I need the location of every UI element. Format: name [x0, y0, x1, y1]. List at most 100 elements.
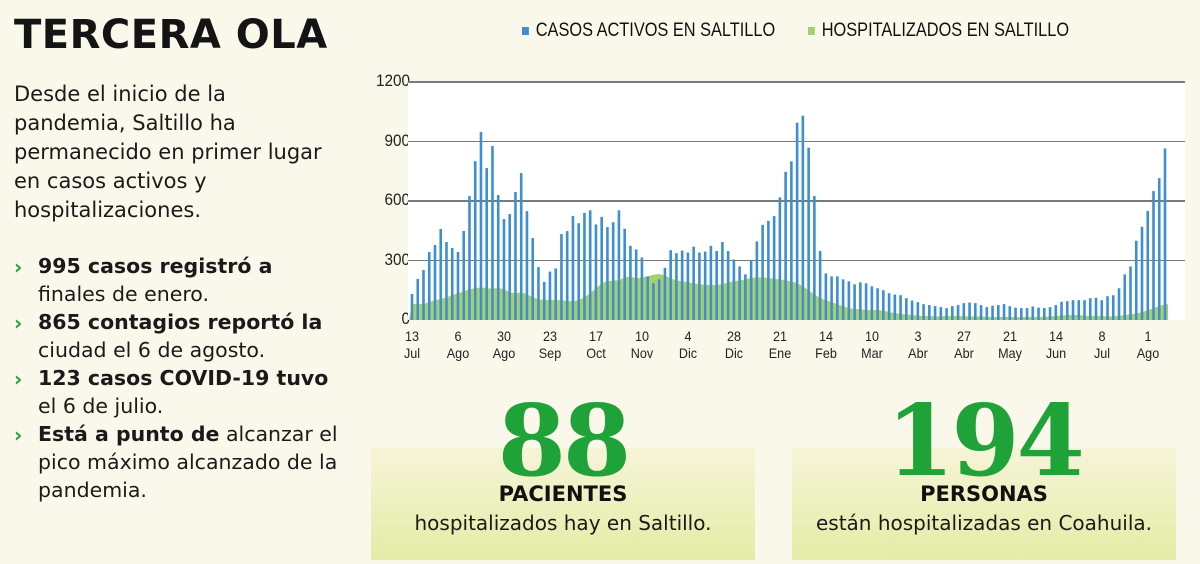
stat-panel-saltillo — [371, 448, 755, 560]
active-cases-bar — [910, 300, 914, 320]
chevron-right-icon: › — [14, 423, 23, 447]
active-cases-bar — [864, 283, 868, 320]
bullet-text: finales de enero. — [38, 282, 210, 306]
active-cases-bar — [600, 216, 603, 320]
x-tick-label: 21 Ene — [768, 328, 792, 361]
active-cases-bar — [502, 219, 506, 320]
active-cases-bar — [1094, 297, 1098, 320]
chevron-right-icon: › — [14, 367, 23, 391]
active-cases-bar — [721, 242, 724, 320]
active-cases-bar — [427, 251, 431, 320]
bars-svg — [409, 115, 1168, 320]
active-cases-bar — [744, 274, 747, 320]
active-cases-bar — [1037, 307, 1040, 320]
stat-number-coahuila: 194 — [886, 384, 1085, 499]
bullet-text: ciudad el 6 de agosto. — [38, 338, 266, 362]
active-cases-bar — [669, 250, 672, 320]
active-cases-bar — [456, 251, 460, 320]
active-cases-bar — [1042, 308, 1046, 320]
active-cases-bar — [1060, 301, 1063, 320]
active-cases-bar — [905, 298, 908, 320]
active-cases-bar — [1048, 307, 1052, 320]
active-cases-bar — [496, 195, 500, 320]
chevron-right-icon: › — [14, 255, 23, 279]
stat-number-saltillo: 88 — [497, 384, 631, 499]
x-tick-label: 27 Abr — [953, 328, 974, 361]
active-cases-bar — [652, 283, 655, 320]
x-tick-label: 4 Dic — [678, 328, 698, 361]
y-tick-label: 1200 — [375, 71, 410, 90]
active-cases-bar — [1054, 305, 1058, 320]
active-cases-bar — [577, 223, 580, 320]
active-cases-bar — [956, 305, 960, 320]
active-cases-bar — [462, 230, 466, 320]
active-cases-bar — [1163, 148, 1167, 320]
active-cases-bar — [1146, 210, 1150, 320]
active-cases-bar — [939, 307, 943, 320]
active-cases-bar — [1129, 266, 1132, 320]
active-cases-bar — [450, 248, 454, 320]
active-cases-bar — [899, 295, 902, 320]
active-cases-bar — [767, 220, 770, 320]
active-cases-bar — [1083, 300, 1086, 320]
intro-text: Desde el inicio de la pandemia, Saltillo… — [14, 82, 322, 222]
active-cases-bar — [611, 222, 615, 320]
active-cases-bar — [473, 161, 477, 320]
x-tick-label: 23 Sep — [538, 328, 562, 361]
active-cases-bar — [1106, 296, 1109, 320]
active-cases-bar — [830, 276, 833, 320]
active-cases-bar — [841, 279, 845, 320]
active-cases-bar — [738, 266, 741, 320]
stat-desc-coahuila: están hospitalizadas en Coahuila. — [815, 511, 1152, 535]
active-cases-bar — [772, 216, 776, 320]
legend-active-cases: CASOS ACTIVOS EN SALTILLO — [522, 20, 775, 42]
stat-label-coahuila: PERSONAS — [920, 482, 1048, 506]
x-tick-label: 10 Mar — [860, 328, 883, 361]
x-tick-label: 17 Oct — [586, 328, 606, 361]
active-cases-bar — [548, 271, 552, 320]
active-cases-bar — [974, 303, 977, 320]
active-cases-bar — [951, 306, 954, 320]
active-cases-bar — [795, 122, 799, 320]
y-tick-label: 300 — [384, 249, 410, 269]
active-cases-bar — [554, 268, 558, 320]
x-tick-label: 28 Dic — [724, 328, 743, 361]
bullet-text: alcanzar el pico máximo alcanzado de la … — [38, 422, 338, 502]
active-cases-bar — [1088, 298, 1092, 320]
bullet-item: › Está a punto de alcanzar el pico máximo… — [14, 420, 344, 504]
active-cases-bar — [479, 131, 483, 320]
active-cases-bar — [422, 270, 425, 320]
active-cases-bar — [801, 115, 805, 320]
x-tick-label: 3 Abr — [908, 328, 928, 361]
active-cases-bar — [985, 307, 989, 320]
active-cases-bar — [887, 293, 891, 320]
legend-label: HOSPITALIZADOS EN SALTILLO — [821, 20, 1070, 41]
bullet-item: › 865 contagios reportó la ciudad el 6 de… — [14, 308, 344, 364]
active-cases-bar — [755, 241, 759, 320]
active-cases-bar — [640, 257, 644, 320]
active-cases-bar — [560, 234, 563, 320]
active-cases-bar — [870, 286, 874, 320]
active-cases-bar — [623, 228, 626, 320]
y-tick-label: 900 — [384, 130, 410, 150]
active-cases-bar — [468, 196, 471, 320]
active-cases-bar — [784, 171, 787, 320]
active-cases-bar — [1031, 306, 1035, 320]
hospitalized-area — [409, 273, 1168, 320]
bullet-list: › 995 casos registró a finales de enero. … — [14, 252, 344, 504]
x-tick-label: 10 Nov — [630, 328, 654, 361]
active-cases-bar — [525, 211, 529, 320]
active-cases-bar — [439, 228, 443, 320]
active-cases-bar — [807, 147, 810, 320]
bullet-bold: 995 casos registró a — [38, 254, 273, 278]
active-cases-bar — [491, 146, 494, 320]
active-cases-bar — [790, 161, 793, 320]
active-cases-bar — [893, 294, 897, 320]
active-cases-bar — [1019, 308, 1023, 320]
active-cases-bar — [749, 260, 753, 320]
legend-label: CASOS ACTIVOS EN SALTILLO — [535, 20, 776, 41]
active-cases-bar — [1111, 295, 1115, 320]
active-cases-bar — [588, 210, 592, 320]
active-cases-bar — [968, 302, 971, 320]
active-cases-bar — [680, 250, 684, 320]
